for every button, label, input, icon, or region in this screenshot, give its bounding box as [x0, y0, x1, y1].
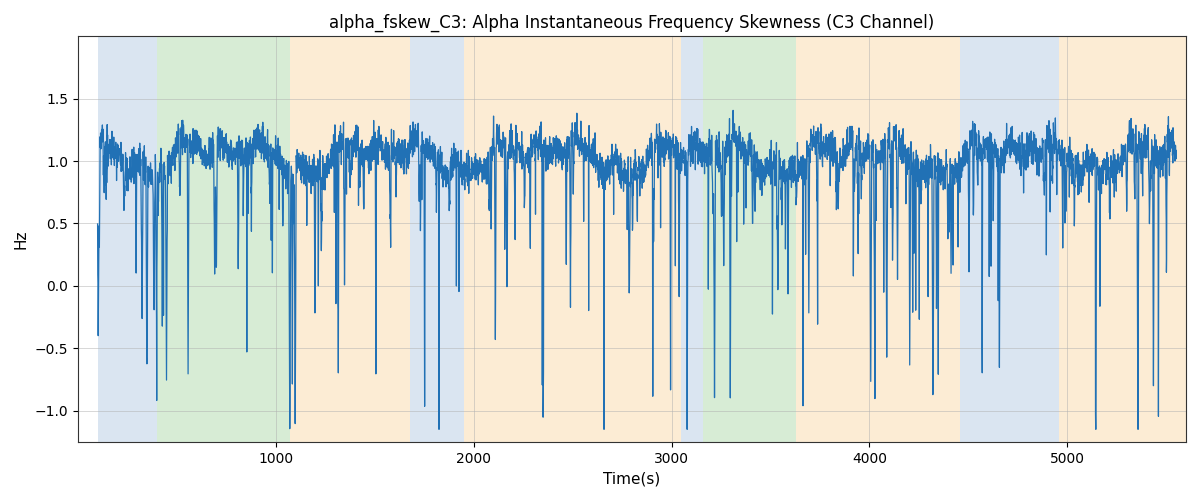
- Bar: [814, 36, 960, 442]
- Bar: [797, 36, 814, 442]
- Bar: [463, 36, 682, 442]
- Bar: [703, 36, 797, 442]
- Title: alpha_fskew_C3: Alpha Instantaneous Frequency Skewness (C3 Channel): alpha_fskew_C3: Alpha Instantaneous Freq…: [329, 14, 935, 32]
- Bar: [410, 36, 463, 442]
- Bar: [157, 36, 289, 442]
- Bar: [682, 36, 703, 442]
- X-axis label: Time(s): Time(s): [604, 471, 660, 486]
- Bar: [289, 36, 410, 442]
- Bar: [1060, 36, 1186, 442]
- Bar: [960, 36, 1060, 442]
- Bar: [97, 36, 157, 442]
- Y-axis label: Hz: Hz: [14, 230, 29, 249]
